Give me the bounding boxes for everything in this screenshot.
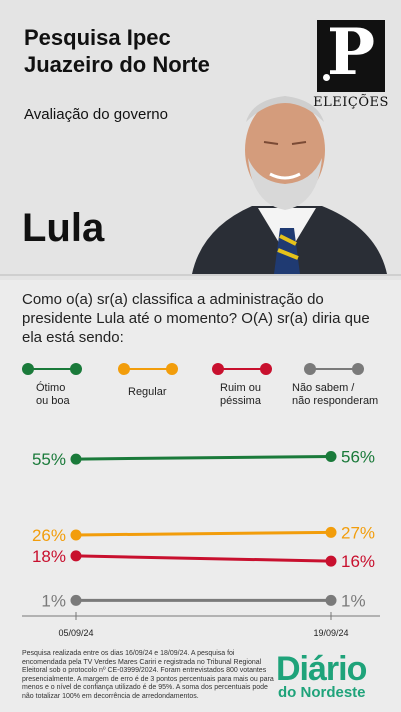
legend-label: Regular [128,386,167,398]
data-label: 55% [32,450,66,469]
data-point [325,555,337,567]
legend-line [216,368,266,370]
data-label: 16% [341,552,375,571]
data-point [325,594,337,606]
series-line [75,554,332,563]
methodology-note: Pesquisa realizada entre os dias 16/09/2… [22,650,274,700]
logo-letter: P [326,15,376,90]
survey-question: Como o(a) sr(a) classifica a administraç… [22,291,370,346]
logo-dot [323,74,330,81]
divider [0,274,401,276]
legend-line [308,368,358,370]
brand-logo-line1: Diário [276,650,367,688]
data-point [70,453,82,465]
data-point [70,550,82,562]
legend-dot [352,363,364,375]
candidate-name: Lula [22,206,105,250]
x-tick-label: 19/09/24 [313,628,348,638]
legend-label: Ruim ou péssima [220,382,261,407]
data-point [325,526,337,538]
series-line [75,530,332,537]
legend-label: Ótimo ou boa [36,382,70,407]
legend-dot [166,363,178,375]
x-tick-label: 05/09/24 [58,628,93,638]
data-point [70,594,82,606]
candidate-photo [192,96,387,274]
data-label: 18% [32,547,66,566]
legend-line [122,368,172,370]
legend-dot [70,363,82,375]
data-point [70,529,82,541]
data-label: 27% [341,523,375,542]
legend-dot [22,363,34,375]
legend-line [26,368,76,370]
data-label: 1% [341,591,366,610]
data-label: 1% [41,591,66,610]
line-chart: 05/09/24 19/09/24 55% 56% 26% 27% 18% 16% 1% 1% [22,447,380,638]
logo-text: ELEIÇÕES [313,95,389,110]
page-title: Pesquisa Ipec Juazeiro do Norte [24,25,210,77]
legend-label: Não sabem / não responderam [292,382,379,407]
page-subtitle: Avaliação do governo [24,106,168,123]
data-label: 26% [32,526,66,545]
legend-dot [212,363,224,375]
data-label: 56% [341,447,375,466]
legend-dot [260,363,272,375]
legend-dot [118,363,130,375]
legend-dot [304,363,316,375]
header: Pesquisa Ipec Juazeiro do Norte Avaliaçã… [0,0,401,280]
brand-logo-line2: do Nordeste [278,684,366,701]
series-line [75,454,332,461]
data-point [325,450,337,462]
